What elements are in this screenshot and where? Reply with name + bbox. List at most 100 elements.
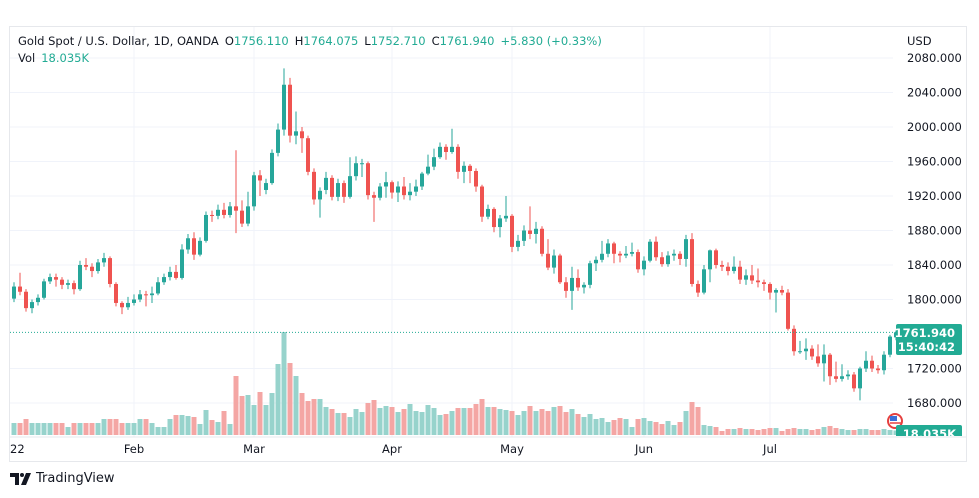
volume-bar: [473, 404, 479, 435]
volume-bar: [287, 363, 293, 435]
candle: [522, 225, 526, 247]
candle: [168, 266, 172, 281]
candle-body: [492, 208, 496, 228]
volume-badge-value: 18.035K: [903, 427, 957, 441]
volume-bar: [815, 429, 821, 435]
volume-bar: [47, 423, 53, 435]
volume-bar: [695, 407, 701, 435]
candle-body: [846, 374, 850, 377]
candle: [792, 325, 796, 356]
candle-body: [726, 266, 730, 272]
candle-body: [132, 299, 136, 303]
candle: [426, 154, 430, 176]
candle-body: [324, 177, 328, 190]
candle: [342, 180, 346, 203]
candle-body: [834, 376, 838, 379]
symbol-title[interactable]: Gold Spot / U.S. Dollar, 1D, OANDA: [18, 34, 219, 48]
candle: [546, 239, 550, 271]
candle: [162, 273, 166, 285]
candle: [258, 170, 262, 196]
candle-body: [852, 374, 856, 389]
volume-bar: [545, 411, 551, 435]
volume-bar: [377, 408, 383, 435]
candle-body: [186, 238, 190, 250]
candle: [786, 289, 790, 331]
candle: [822, 344, 826, 382]
candle-body: [300, 131, 304, 139]
candle-body: [36, 297, 40, 303]
x-tick-label: 22: [10, 442, 25, 456]
candle-body: [522, 230, 526, 241]
volume-bar: [323, 407, 329, 435]
candle: [180, 244, 184, 280]
volume-bar: [347, 417, 353, 435]
volume-bar: [623, 419, 629, 435]
volume-bar: [737, 428, 743, 435]
volume-bar: [569, 409, 575, 435]
candle: [36, 294, 40, 306]
candle: [492, 207, 496, 233]
candle: [810, 345, 814, 360]
candle: [78, 260, 82, 291]
candle-body: [786, 292, 790, 329]
candle-body: [390, 182, 394, 193]
volume-bar: [101, 419, 107, 435]
candle: [210, 210, 214, 222]
volume-bar: [593, 419, 599, 435]
volume-bar: [311, 399, 317, 435]
volume-bar: [341, 413, 347, 435]
candle-body: [888, 336, 892, 355]
candle-body: [468, 165, 472, 171]
candle: [90, 263, 94, 278]
volume-bar: [53, 423, 59, 435]
volume-bar: [29, 423, 35, 435]
close-value: 1761.940: [439, 34, 495, 48]
candle: [234, 150, 238, 234]
brand-name: TradingView: [36, 471, 115, 486]
candle: [204, 211, 208, 243]
candle: [456, 144, 460, 179]
us-flag-icon[interactable]: [887, 413, 903, 429]
candle: [366, 161, 370, 200]
candle-body: [552, 255, 556, 268]
currency-label[interactable]: USD: [907, 34, 932, 48]
volume-bar: [779, 431, 785, 435]
volume-bar: [329, 409, 335, 435]
volume-label[interactable]: Vol: [18, 51, 36, 65]
volume-bar: [83, 423, 89, 435]
tradingview-logo[interactable]: TradingView: [10, 471, 115, 486]
volume-bar: [575, 414, 581, 435]
y-tick-label: 1840.000: [907, 258, 962, 272]
volume-bar: [269, 393, 275, 435]
candle: [216, 204, 220, 220]
candle-body: [828, 354, 832, 377]
x-tick-label: Apr: [382, 442, 402, 456]
candle: [228, 202, 232, 218]
candle: [858, 366, 862, 401]
candle-body: [696, 283, 700, 293]
y-tick-label: 1880.000: [907, 224, 962, 238]
volume-bar: [851, 430, 857, 435]
volume-bar: [659, 424, 665, 435]
volume-bar: [665, 421, 671, 435]
candle: [732, 256, 736, 274]
candle-body: [858, 368, 862, 389]
volume-bar: [713, 427, 719, 435]
candle-body: [180, 249, 184, 278]
volume-bar: [401, 409, 407, 435]
candle-body: [774, 290, 778, 293]
candle: [66, 279, 70, 290]
candle-body: [612, 243, 616, 254]
candle: [264, 178, 268, 195]
candle: [120, 301, 124, 315]
candle-body: [84, 265, 88, 267]
candle: [882, 351, 886, 375]
candle-body: [372, 195, 376, 198]
candle: [144, 290, 148, 307]
candle: [414, 179, 418, 196]
candle-body: [750, 275, 754, 281]
volume-bar: [77, 423, 83, 435]
volume-bar: [263, 405, 269, 435]
volume-bar: [425, 405, 431, 435]
